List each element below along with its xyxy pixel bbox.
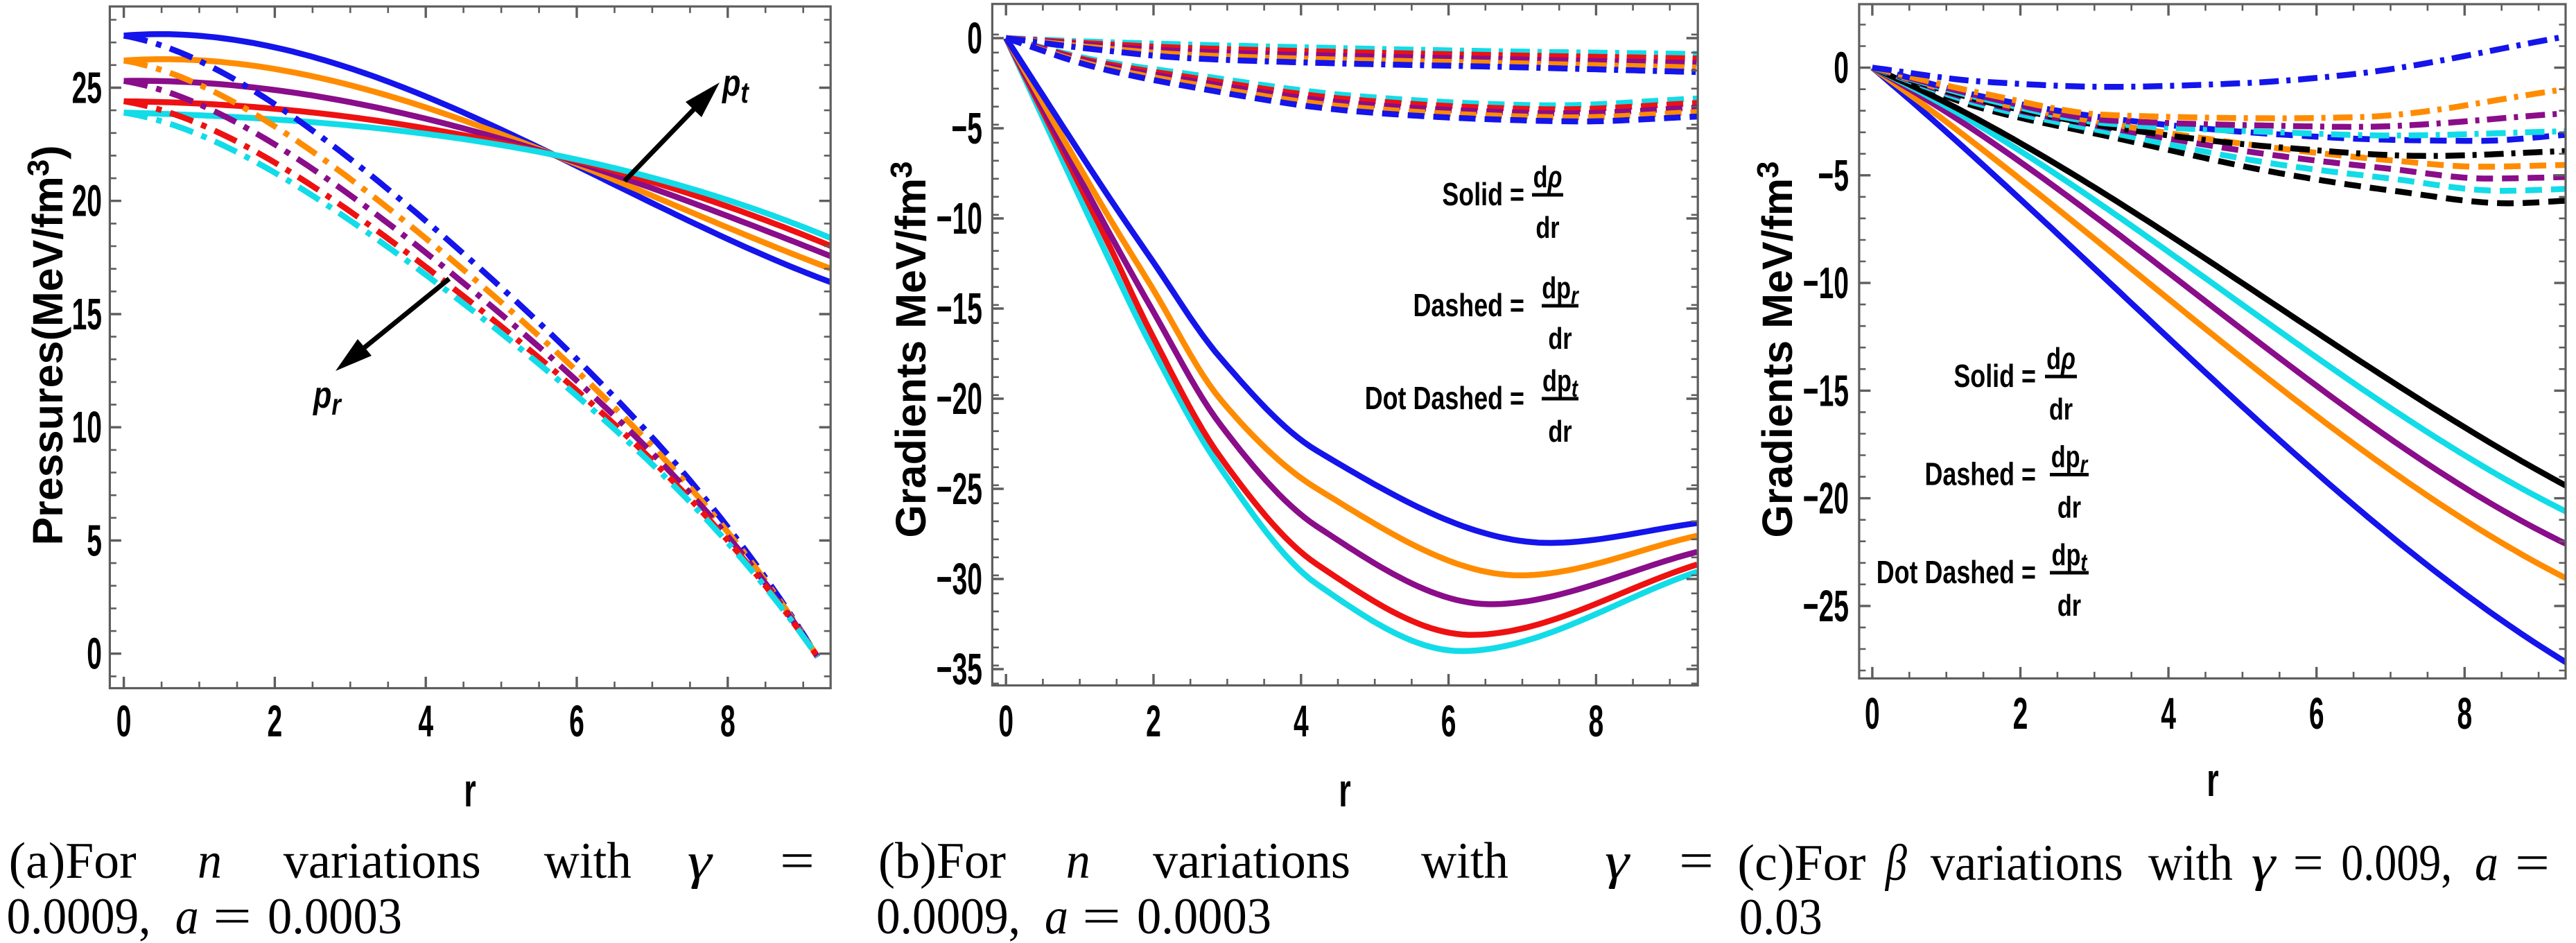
svg-text:Dashed =: Dashed =: [1924, 456, 2036, 492]
svg-text:Dot Dashed =: Dot Dashed =: [1877, 555, 2036, 590]
svg-text:5: 5: [87, 517, 102, 566]
svg-text:8: 8: [2457, 689, 2472, 738]
svg-text:a: a: [1045, 888, 1068, 943]
svg-text:−25: −25: [937, 465, 982, 514]
svg-text:0.009,: 0.009,: [2341, 835, 2452, 892]
svg-text:γ: γ: [2252, 835, 2277, 892]
svg-text:Dashed =: Dashed =: [1413, 288, 1524, 323]
svg-text:8: 8: [1589, 697, 1604, 746]
svg-text:dpr: dpr: [1542, 271, 1579, 309]
svg-text:=: =: [780, 833, 815, 890]
svg-text:15: 15: [72, 290, 102, 339]
svg-text:0: 0: [1865, 689, 1880, 738]
svg-text:n: n: [198, 833, 222, 890]
svg-text:(c)For: (c)For: [1737, 835, 1865, 892]
svg-text:n: n: [1066, 833, 1090, 890]
svg-text:−15: −15: [1803, 367, 1849, 416]
svg-text:0.03: 0.03: [1739, 889, 1822, 943]
svg-text:dr: dr: [2049, 392, 2073, 426]
svg-text:β: β: [1884, 835, 1907, 892]
svg-text:with: with: [1421, 833, 1508, 890]
svg-text:r: r: [1339, 765, 1350, 817]
svg-text:variations: variations: [1153, 833, 1350, 890]
svg-text:γ: γ: [1605, 833, 1630, 890]
svg-text:dr: dr: [1535, 211, 1559, 245]
svg-text:0: 0: [998, 697, 1013, 746]
svg-text:dρ: dρ: [2046, 342, 2075, 376]
svg-text:=: =: [213, 888, 252, 943]
svg-text:Pressures(MeV/fm3): Pressures(MeV/fm3): [21, 145, 71, 545]
svg-text:γ: γ: [688, 833, 713, 890]
svg-text:pt: pt: [721, 63, 749, 110]
svg-text:−10: −10: [1803, 259, 1849, 308]
svg-text:6: 6: [1441, 697, 1456, 746]
svg-text:(b)For: (b)For: [878, 833, 1006, 890]
svg-text:0: 0: [116, 697, 132, 746]
svg-text:a: a: [2475, 835, 2498, 892]
svg-text:0.0009,: 0.0009,: [876, 888, 1020, 943]
svg-text:(a)For: (a)For: [9, 833, 137, 890]
svg-text:Solid =: Solid =: [1442, 177, 1524, 212]
svg-text:0: 0: [1834, 44, 1849, 93]
svg-text:0: 0: [87, 630, 102, 679]
svg-text:0.0009,: 0.0009,: [7, 888, 151, 943]
svg-text:=: =: [2293, 835, 2324, 892]
svg-text:4: 4: [1294, 697, 1309, 746]
svg-text:=: =: [2515, 835, 2550, 892]
svg-text:dr: dr: [1548, 415, 1572, 449]
svg-text:0.0003: 0.0003: [1137, 888, 1271, 943]
svg-text:variations: variations: [284, 833, 481, 890]
svg-text:−15: −15: [937, 284, 982, 334]
svg-text:with: with: [544, 833, 632, 890]
svg-text:a: a: [175, 888, 199, 943]
svg-text:dr: dr: [2057, 490, 2081, 524]
svg-text:dr: dr: [1548, 322, 1572, 356]
svg-text:8: 8: [720, 697, 736, 746]
svg-text:Solid =: Solid =: [1953, 358, 2036, 394]
svg-text:dpt: dpt: [1542, 364, 1578, 402]
svg-text:variations: variations: [1931, 835, 2123, 892]
svg-text:r: r: [464, 765, 476, 817]
svg-text:−20: −20: [937, 374, 982, 424]
svg-text:Dot Dashed =: Dot Dashed =: [1365, 381, 1524, 416]
svg-text:Gradients MeV/fm3: Gradients MeV/fm3: [1751, 161, 1801, 537]
svg-text:−35: −35: [937, 645, 982, 694]
svg-text:=: =: [1679, 833, 1714, 890]
svg-text:2: 2: [1146, 697, 1161, 746]
svg-text:10: 10: [72, 403, 102, 452]
svg-text:dr: dr: [2057, 589, 2081, 623]
svg-text:6: 6: [569, 697, 584, 746]
svg-text:4: 4: [418, 697, 433, 746]
svg-text:−5: −5: [1818, 151, 1849, 200]
svg-text:6: 6: [2309, 689, 2324, 738]
svg-text:2: 2: [2013, 689, 2028, 738]
svg-text:0: 0: [967, 14, 982, 63]
svg-text:dρ: dρ: [1533, 160, 1563, 194]
svg-text:pr: pr: [312, 375, 342, 422]
svg-text:−25: −25: [1803, 582, 1849, 631]
svg-text:−10: −10: [937, 194, 982, 243]
svg-text:4: 4: [2161, 689, 2176, 738]
svg-text:=: =: [1082, 888, 1121, 943]
svg-text:−20: −20: [1803, 474, 1849, 524]
svg-text:r: r: [2207, 754, 2218, 807]
svg-text:0.0003: 0.0003: [268, 888, 402, 943]
svg-text:with: with: [2148, 835, 2233, 892]
svg-text:25: 25: [72, 64, 102, 113]
svg-text:20: 20: [72, 177, 102, 226]
svg-text:Gradients MeV/fm3: Gradients MeV/fm3: [885, 161, 934, 537]
svg-text:−30: −30: [937, 555, 982, 604]
svg-text:−5: −5: [951, 104, 982, 153]
svg-text:2: 2: [268, 697, 283, 746]
